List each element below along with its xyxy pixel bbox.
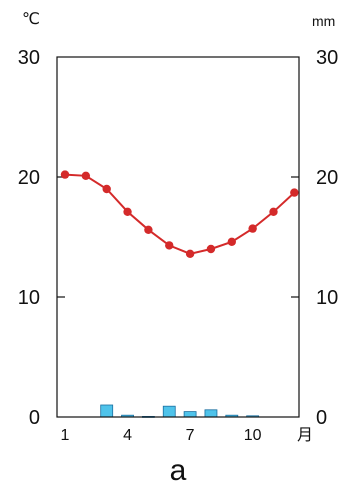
right-tick-label: 30 — [316, 47, 338, 69]
precipitation-bars — [100, 404, 260, 418]
temperature-point — [60, 170, 70, 179]
temperature-point — [206, 244, 216, 254]
precipitation-bar — [204, 409, 218, 418]
temperature-point — [185, 249, 195, 258]
temperature-point — [290, 188, 299, 197]
temperature-points — [60, 170, 299, 258]
temperature-line — [64, 173, 296, 255]
temperature-point — [81, 171, 91, 180]
temperature-point — [248, 224, 257, 233]
temperature-point — [144, 225, 153, 234]
precipitation-bar — [100, 404, 114, 418]
right-axis: 0 10 20 30 — [291, 47, 338, 429]
right-tick-label: 0 — [316, 407, 327, 429]
x-tick-label: 4 — [123, 427, 132, 444]
left-tick-label: 0 — [29, 407, 40, 429]
left-tick-label: 20 — [18, 167, 40, 189]
precipitation-bar — [183, 411, 197, 418]
left-axis: 0 10 20 30 — [18, 47, 65, 429]
x-tick-label: 10 — [244, 427, 262, 444]
temperature-point — [123, 207, 132, 216]
x-tick-label: 7 — [186, 427, 195, 444]
plot-frame — [56, 56, 300, 418]
temperature-point — [102, 184, 111, 194]
x-axis: 1 4 7 10 月 — [61, 427, 313, 444]
temperature-point — [227, 237, 236, 246]
x-tick-label: 月 — [297, 427, 313, 444]
temperature-point — [269, 207, 278, 216]
left-axis-unit: ℃ — [22, 11, 40, 28]
left-tick-label: 30 — [18, 47, 40, 69]
x-tick-label: 1 — [61, 427, 70, 444]
precipitation-bar — [162, 405, 176, 418]
temperature-point — [165, 241, 174, 250]
left-tick-label: 10 — [18, 287, 40, 309]
right-axis-unit: mm — [312, 13, 335, 29]
right-tick-label: 20 — [316, 167, 338, 189]
right-tick-label: 10 — [316, 287, 338, 309]
chart-caption: a — [170, 454, 187, 487]
